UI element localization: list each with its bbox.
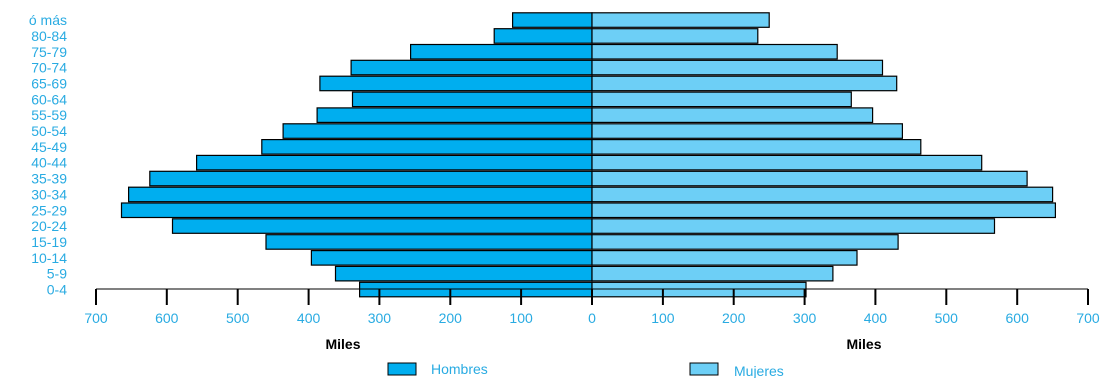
age-group-label: 10-14 — [31, 250, 67, 266]
age-group-label: 25-29 — [31, 202, 67, 218]
x-tick-label: 200 — [439, 310, 463, 326]
bar-mujeres — [591, 234, 899, 250]
bar-mujeres — [591, 218, 996, 234]
age-group-label: 40-44 — [31, 155, 67, 171]
bar-hombres — [511, 12, 593, 28]
age-group-label: 50-54 — [31, 123, 67, 139]
legend-label-mujeres: Mujeres — [734, 363, 784, 378]
age-group-label: 15-19 — [31, 234, 67, 250]
age-group-label: 30-34 — [31, 186, 67, 202]
bar-mujeres — [591, 43, 838, 60]
age-group-label: 65-69 — [31, 76, 67, 92]
bar-hombres — [128, 186, 593, 203]
bar-mujeres — [591, 91, 852, 108]
x-tick-label: 400 — [297, 310, 321, 326]
bar-mujeres — [591, 75, 898, 92]
age-group-label: 75-79 — [31, 44, 67, 60]
bar-hombres — [319, 75, 593, 92]
bar-mujeres — [591, 123, 903, 139]
legend-label-hombres: Hombres — [431, 361, 488, 377]
bar-hombres — [261, 139, 593, 155]
x-tick-label: 600 — [1006, 310, 1030, 326]
legend-swatch-hombres — [387, 362, 417, 376]
bar-hombres — [351, 91, 593, 108]
age-group-label: 55-59 — [31, 107, 67, 123]
bar-mujeres — [591, 265, 834, 282]
bar-hombres — [310, 250, 593, 266]
bar-mujeres — [591, 202, 1056, 219]
bar-hombres — [493, 28, 593, 44]
bar-mujeres — [591, 186, 1054, 203]
bar-hombres — [316, 107, 593, 124]
x-tick-label: 500 — [935, 310, 959, 326]
x-tick-label: 700 — [1076, 310, 1100, 326]
bar-mujeres — [591, 107, 874, 124]
bar-hombres — [265, 234, 593, 250]
age-group-label: 60-64 — [31, 91, 67, 107]
age-group-label: 35-39 — [31, 171, 67, 187]
hombres-bars — [120, 12, 593, 298]
bar-hombres — [196, 154, 593, 171]
age-group-label: ó más — [29, 12, 67, 28]
bar-mujeres — [591, 170, 1028, 187]
x-tick-label: 700 — [84, 310, 108, 326]
age-group-label: 0-4 — [47, 282, 67, 298]
age-group-label: 5-9 — [47, 266, 67, 282]
legend-swatch-mujeres — [689, 362, 719, 376]
bar-mujeres — [591, 59, 884, 76]
bar-mujeres — [591, 12, 770, 28]
age-group-label: 20-24 — [31, 218, 67, 234]
bar-mujeres — [591, 250, 858, 266]
bar-hombres — [282, 123, 593, 139]
x-axis-label-right: Miles — [846, 336, 881, 352]
age-group-label: 45-49 — [31, 139, 67, 155]
x-tick-label: 300 — [793, 310, 817, 326]
x-tick-label: 100 — [509, 310, 533, 326]
bar-mujeres — [591, 154, 983, 171]
bar-hombres — [359, 281, 593, 298]
x-tick-label: 600 — [155, 310, 179, 326]
x-tick-label: 0 — [588, 310, 596, 326]
x-tick-label: 500 — [226, 310, 250, 326]
age-group-labels: 0-45-910-1415-1920-2425-2930-3435-3940-4… — [29, 12, 67, 297]
mujeres-bars — [591, 12, 1056, 298]
legend: Hombres Mujeres — [387, 361, 784, 378]
bar-hombres — [149, 170, 593, 187]
bar-hombres — [171, 218, 593, 234]
bar-hombres — [350, 59, 593, 76]
age-group-label: 70-74 — [31, 60, 67, 76]
x-axis-ticks: 700 600 500 400 300 200 100 0 100 200 300 400 500 600… — [84, 289, 1100, 326]
bar-mujeres — [591, 281, 807, 298]
x-axis-label-left: Miles — [325, 336, 360, 352]
bar-mujeres — [591, 139, 922, 155]
x-tick-label: 400 — [864, 310, 888, 326]
bar-hombres — [334, 265, 593, 282]
bar-hombres — [410, 43, 593, 60]
bar-mujeres — [591, 28, 759, 44]
age-group-label: 80-84 — [31, 28, 67, 44]
x-tick-label: 200 — [722, 310, 746, 326]
bar-hombres — [120, 202, 593, 219]
x-tick-label: 300 — [368, 310, 392, 326]
x-tick-label: 100 — [651, 310, 675, 326]
